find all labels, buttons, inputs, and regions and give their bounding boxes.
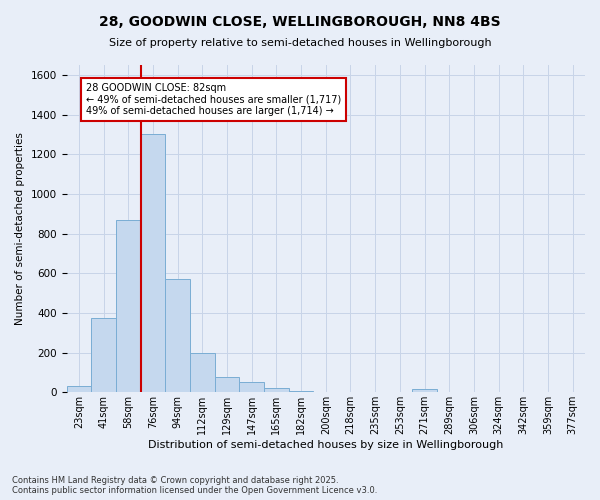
Bar xyxy=(67,386,91,392)
Bar xyxy=(91,318,116,392)
Bar xyxy=(190,352,215,393)
Text: 28 GOODWIN CLOSE: 82sqm
← 49% of semi-detached houses are smaller (1,717)
49% of: 28 GOODWIN CLOSE: 82sqm ← 49% of semi-de… xyxy=(86,83,341,116)
Text: Contains HM Land Registry data © Crown copyright and database right 2025.
Contai: Contains HM Land Registry data © Crown c… xyxy=(12,476,377,495)
Text: Size of property relative to semi-detached houses in Wellingborough: Size of property relative to semi-detach… xyxy=(109,38,491,48)
Text: 28, GOODWIN CLOSE, WELLINGBOROUGH, NN8 4BS: 28, GOODWIN CLOSE, WELLINGBOROUGH, NN8 4… xyxy=(99,15,501,29)
Bar xyxy=(165,279,190,392)
Bar xyxy=(239,382,264,392)
X-axis label: Distribution of semi-detached houses by size in Wellingborough: Distribution of semi-detached houses by … xyxy=(148,440,503,450)
Bar xyxy=(215,378,239,392)
Y-axis label: Number of semi-detached properties: Number of semi-detached properties xyxy=(15,132,25,325)
Bar xyxy=(289,390,313,392)
Bar xyxy=(116,220,140,392)
Bar xyxy=(264,388,289,392)
Bar xyxy=(412,390,437,392)
Bar xyxy=(140,134,165,392)
